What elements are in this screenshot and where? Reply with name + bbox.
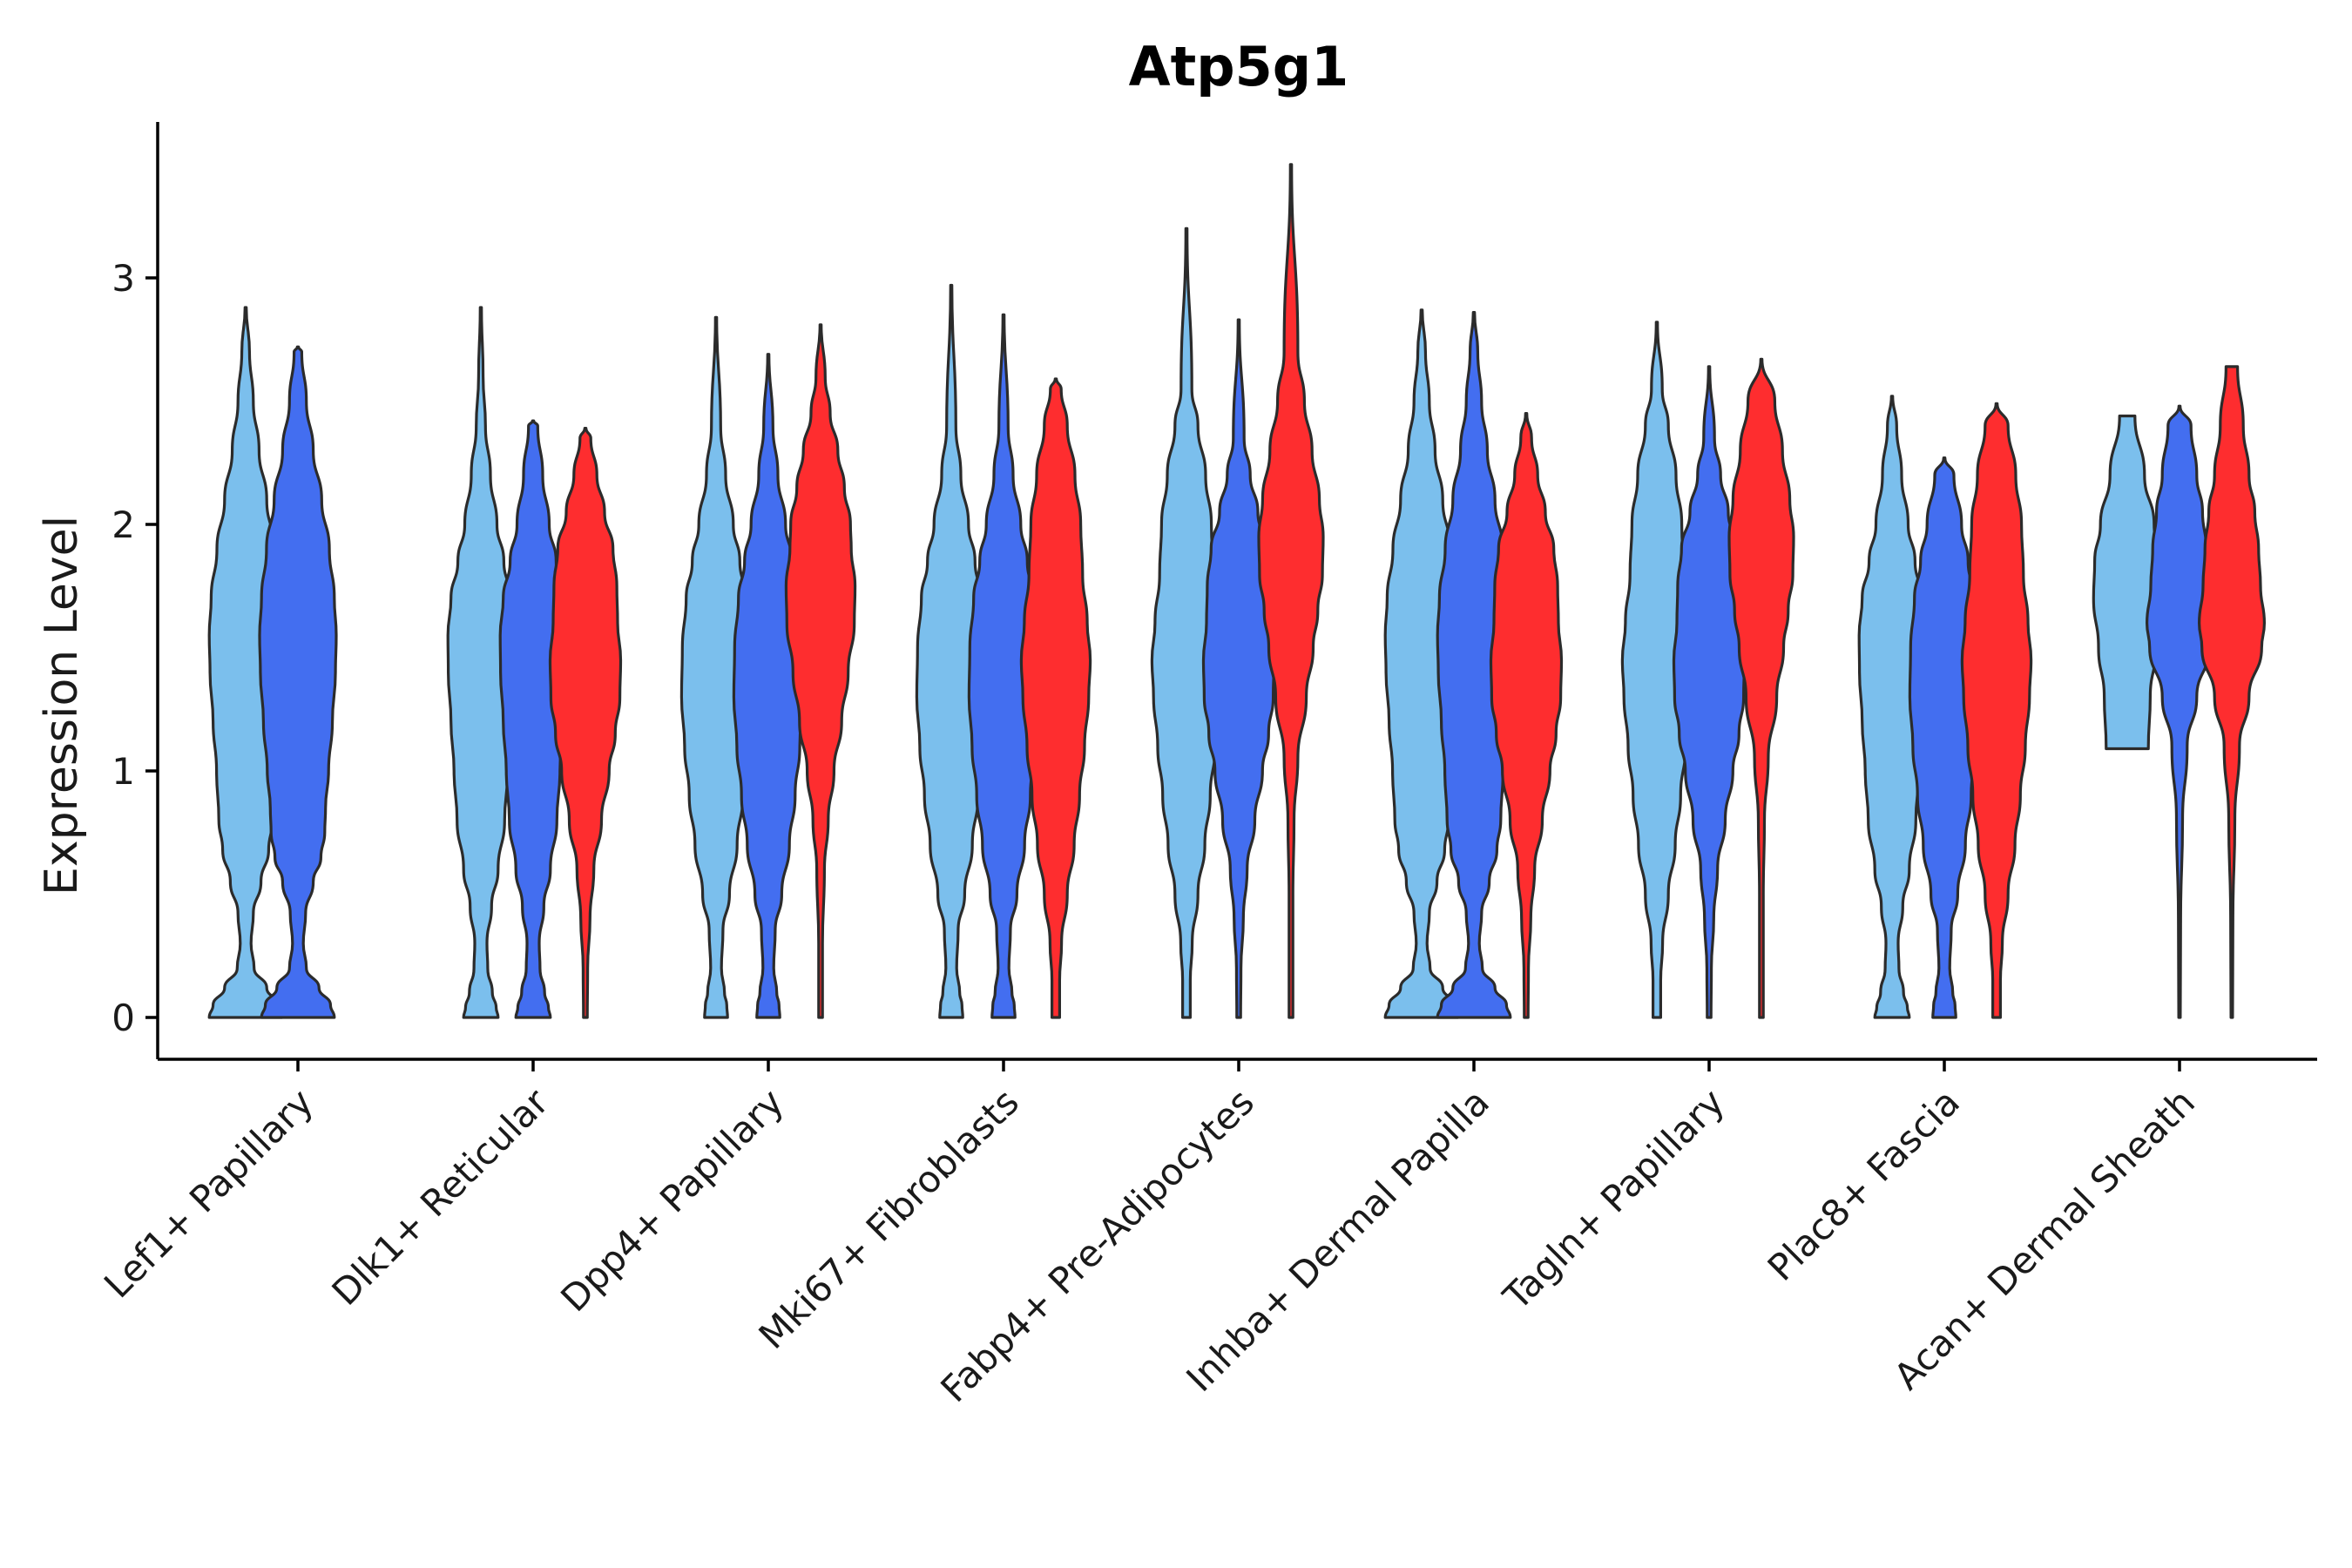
y-tick-label-3: 3 xyxy=(112,257,135,300)
violin-9-series-3 xyxy=(2198,365,2266,1019)
violin-8-series-2 xyxy=(1908,456,1981,1019)
x-tick-label-4: Mki67+ Fibroblasts xyxy=(751,1080,1027,1356)
violin-5-series-3 xyxy=(1257,163,1325,1019)
violin-2-series-2 xyxy=(498,419,568,1019)
y-tick-label-2: 2 xyxy=(112,504,135,546)
x-tick-label-1: Lef1+ Papillary xyxy=(96,1080,321,1306)
violin-4-series-1 xyxy=(915,283,988,1019)
violin-6-series-3 xyxy=(1489,412,1564,1019)
violin-1-series-2 xyxy=(258,345,338,1019)
violin-3-series-2 xyxy=(732,353,805,1019)
violin-5-series-2 xyxy=(1201,318,1276,1019)
violin-4-series-3 xyxy=(1019,377,1092,1019)
y-tick-label-0: 0 xyxy=(112,997,135,1039)
violin-4-series-2 xyxy=(967,313,1040,1019)
violin-group xyxy=(207,163,2266,1019)
y-axis: 0 1 2 3 xyxy=(112,122,159,1059)
violin-8-series-1 xyxy=(1857,395,1927,1019)
violin-5-series-1 xyxy=(1150,226,1223,1019)
violin-7-series-2 xyxy=(1672,365,1747,1019)
violin-1-series-1 xyxy=(207,306,284,1019)
violin-3-series-3 xyxy=(784,323,857,1019)
violin-9-series-2 xyxy=(2146,404,2213,1019)
chart-title: Atp5g1 xyxy=(1129,35,1349,98)
violin-6-series-1 xyxy=(1383,308,1460,1019)
x-tick-label-2: Dlk1+ Reticular xyxy=(324,1080,558,1314)
violin-7-series-1 xyxy=(1620,321,1693,1019)
y-tick-label-1: 1 xyxy=(112,750,135,793)
violin-7-series-3 xyxy=(1727,357,1795,1019)
violin-2-series-3 xyxy=(548,427,623,1019)
violin-6-series-2 xyxy=(1436,311,1512,1019)
x-tick-label-7: Tagln+ Papillary xyxy=(1495,1080,1733,1318)
violin-2-series-1 xyxy=(446,306,516,1019)
violin-8-series-3 xyxy=(1960,402,2033,1019)
violin-3-series-1 xyxy=(679,315,753,1019)
x-tick-label-3: Dpp4+ Papillary xyxy=(552,1080,792,1320)
x-tick-label-8: Plac8+ Fascia xyxy=(1760,1080,1968,1288)
y-axis-label: Expression Level xyxy=(36,516,88,896)
